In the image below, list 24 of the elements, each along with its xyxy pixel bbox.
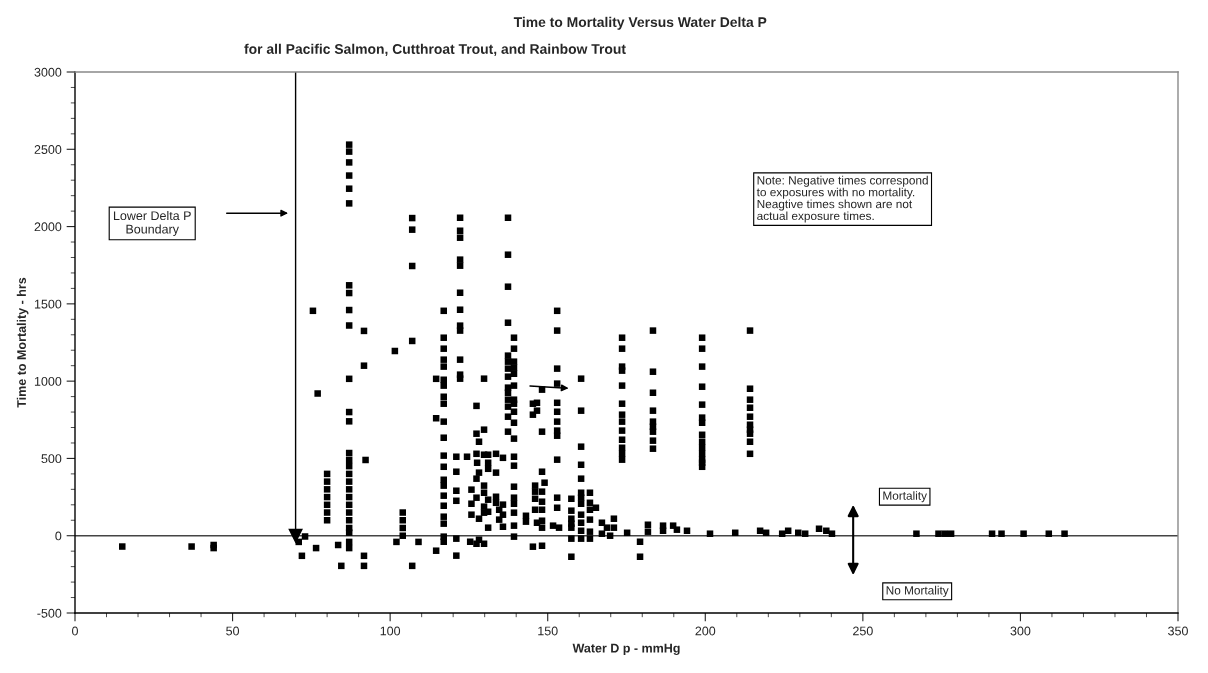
ref-line-label: Lower Delta P Boundary xyxy=(113,210,191,237)
x-tick-label: 100 xyxy=(380,626,401,636)
y-tick-label: 1500 xyxy=(34,299,62,309)
y-tick-label: 0 xyxy=(55,531,62,541)
x-tick-label: 150 xyxy=(538,626,558,636)
annotation: No Mortality xyxy=(886,585,949,597)
y-tick-label: 1000 xyxy=(34,376,62,386)
y-tick-label: 500 xyxy=(41,454,62,464)
y-tick-label: 2500 xyxy=(34,145,62,154)
y-axis-title: Time to Mortality - hrs xyxy=(16,277,29,408)
x-tick-label: 350 xyxy=(1168,626,1188,636)
x-tick-label: 300 xyxy=(1010,626,1031,636)
y-tick-label: 3000 xyxy=(34,67,62,77)
annotation: Mortality xyxy=(883,491,927,503)
chart-subtitle: for all Pacific Salmon, Cutthroat Trout, and Rainbow Trout xyxy=(244,43,626,56)
x-tick-label: 0 xyxy=(72,626,78,636)
x-tick-label: 250 xyxy=(853,626,873,636)
x-tick-label: 200 xyxy=(695,626,716,636)
y-tick-label: 2000 xyxy=(34,222,62,232)
x-axis-title: Water D p - mmHg xyxy=(572,643,680,656)
annotation: Note: Negative times correspond to exposures with no mortality. Neagtive times shown are not actual exposure times. xyxy=(756,175,928,223)
chart-title: Time to Mortality Versus Water Delta P xyxy=(513,16,767,30)
y-tick-label: -500 xyxy=(37,608,62,618)
x-tick-label: 50 xyxy=(226,626,240,636)
